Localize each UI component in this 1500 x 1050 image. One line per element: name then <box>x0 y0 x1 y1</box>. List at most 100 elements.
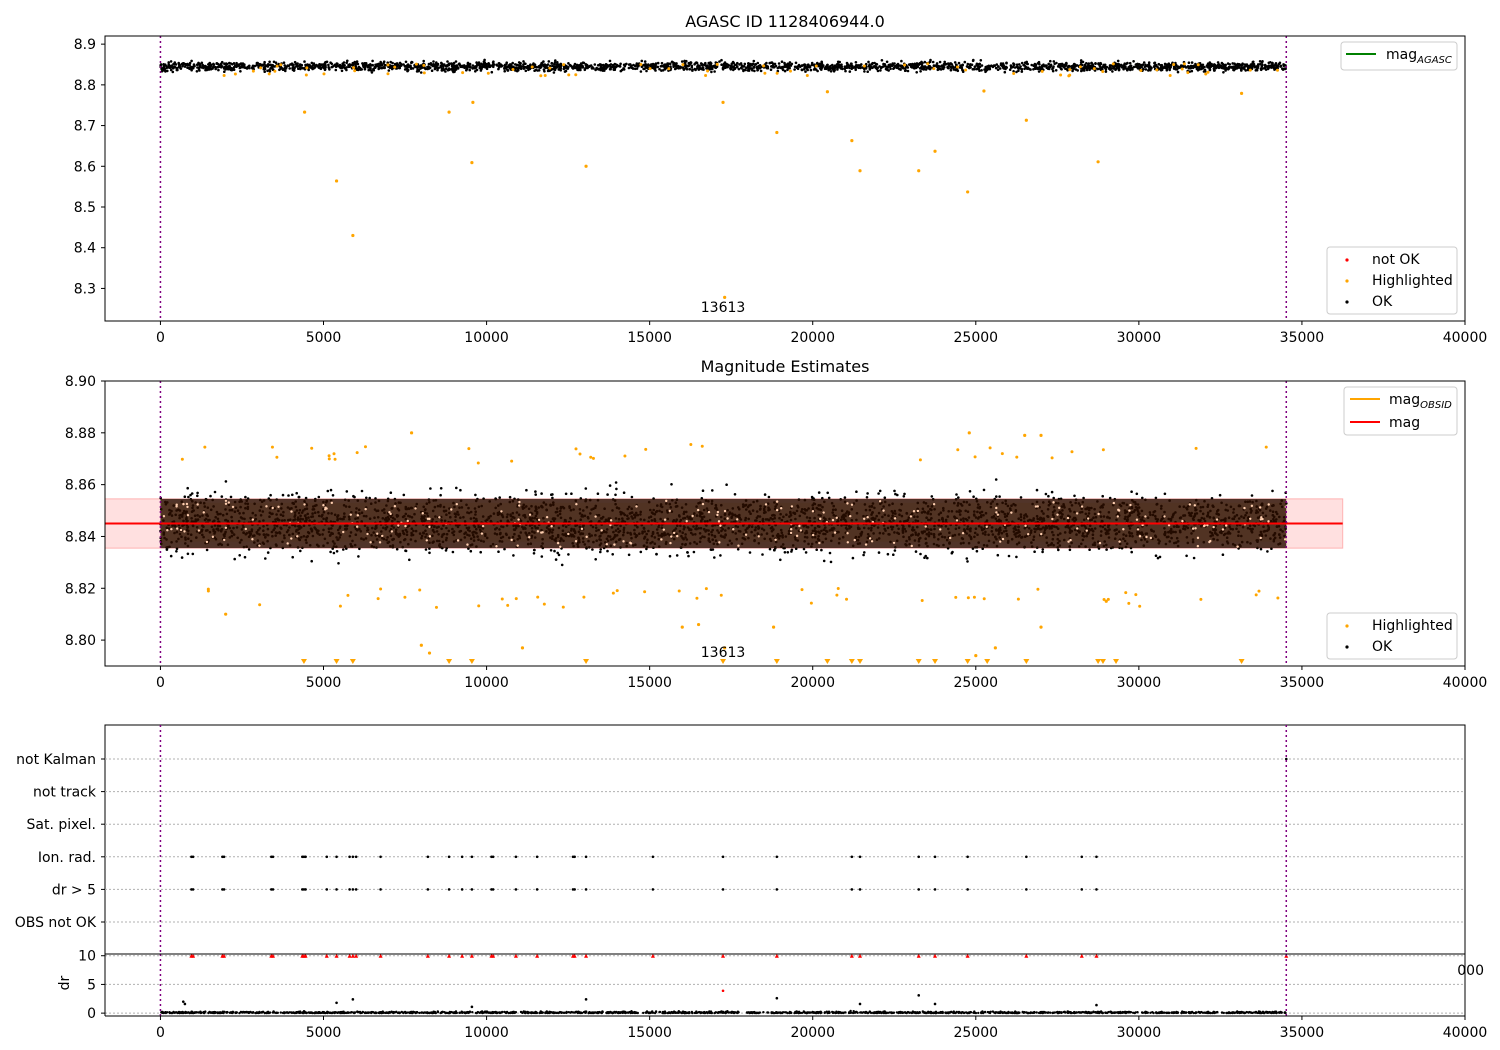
ok-point <box>505 61 509 64</box>
ok-point <box>171 70 175 74</box>
ok-point <box>468 68 472 72</box>
ok-point <box>572 65 575 69</box>
highlighted-point <box>1155 68 1159 72</box>
ok-point <box>1060 62 1064 66</box>
highlighted-point <box>1206 70 1210 74</box>
ok-point <box>356 68 360 72</box>
highlighted-point <box>567 73 571 77</box>
ok-point <box>1279 64 1283 68</box>
ok-point <box>235 65 238 69</box>
ok-point <box>627 553 631 557</box>
ok-point <box>575 63 579 67</box>
ok-point <box>1182 64 1185 68</box>
highlighted-point <box>805 74 809 78</box>
ok-point <box>1224 66 1227 69</box>
ok-point <box>599 67 602 70</box>
ok-point <box>272 60 276 64</box>
ok-point <box>297 67 300 70</box>
ok-point <box>694 61 697 65</box>
ok-point <box>559 66 563 70</box>
ok-point <box>1200 67 1203 71</box>
ok-point <box>995 63 999 66</box>
ok-point <box>1143 65 1147 69</box>
ok-point <box>331 494 335 497</box>
ok-point <box>957 496 960 499</box>
ok-point <box>162 67 166 70</box>
ok-point <box>469 549 473 553</box>
ok-point <box>367 68 371 72</box>
ok-point <box>451 550 455 554</box>
ok-point <box>318 65 322 69</box>
ok-point <box>1111 70 1114 73</box>
ok-point <box>800 64 804 67</box>
ok-point <box>214 67 217 71</box>
ok-point <box>1118 64 1122 68</box>
ok-point <box>885 65 889 69</box>
ok-point <box>634 64 638 67</box>
ok-point <box>387 69 391 72</box>
ok-point <box>817 491 821 494</box>
ok-point <box>564 492 568 496</box>
ok-point <box>169 554 173 558</box>
ok-point <box>1041 550 1044 554</box>
ok-point <box>611 553 614 556</box>
ok-point <box>854 61 858 64</box>
highlighted-point <box>470 161 474 165</box>
ok-point <box>591 548 594 551</box>
ok-point <box>405 64 409 67</box>
highlighted-point <box>858 169 862 173</box>
y-tick-label: 8.4 <box>74 241 96 257</box>
ok-point <box>643 63 646 66</box>
ok-point <box>216 62 220 66</box>
ok-point <box>186 66 189 69</box>
ok-point <box>358 547 361 551</box>
ok-point <box>480 67 483 71</box>
ok-point <box>346 59 349 63</box>
ok-point <box>1040 66 1043 70</box>
ok-point <box>786 66 789 69</box>
ok-point <box>1090 67 1094 70</box>
ok-point <box>938 67 942 71</box>
ok-point <box>608 484 612 487</box>
ok-point <box>966 62 970 66</box>
ok-point <box>798 64 801 68</box>
highlighted-point <box>539 74 543 78</box>
ok-point <box>475 61 478 64</box>
ok-point <box>344 66 347 70</box>
ok-point <box>1015 70 1018 74</box>
ok-point <box>458 62 461 65</box>
ok-point <box>260 64 263 67</box>
ok-point <box>787 64 791 67</box>
ok-point <box>903 492 906 496</box>
ok-point <box>553 62 556 66</box>
legend-ok: OK <box>1372 294 1393 310</box>
ok-point <box>291 555 295 559</box>
ok-point <box>1049 65 1052 69</box>
ok-point <box>291 493 294 497</box>
ok-point <box>682 68 686 71</box>
ok-point <box>450 62 453 65</box>
highlighted-point <box>251 69 255 73</box>
ok-point <box>1112 64 1115 68</box>
ok-point <box>999 63 1003 67</box>
ok-point <box>534 490 537 493</box>
ok-point <box>422 59 426 63</box>
ok-point <box>848 66 851 70</box>
ok-point <box>166 69 169 73</box>
ok-point <box>554 59 557 62</box>
ok-point <box>936 68 940 72</box>
ok-point <box>345 68 348 72</box>
ok-point <box>427 67 431 70</box>
ok-point <box>396 62 399 65</box>
ok-point <box>871 61 874 65</box>
ok-point <box>909 63 912 66</box>
ok-point <box>417 68 421 72</box>
ok-point <box>463 65 466 69</box>
ok-point <box>1144 68 1148 71</box>
y-tick-label: 8.7 <box>74 119 96 135</box>
ok-point <box>503 63 507 67</box>
ok-point <box>752 66 756 69</box>
ok-point <box>517 61 521 64</box>
ok-point <box>1122 67 1125 71</box>
ok-point <box>746 69 750 72</box>
